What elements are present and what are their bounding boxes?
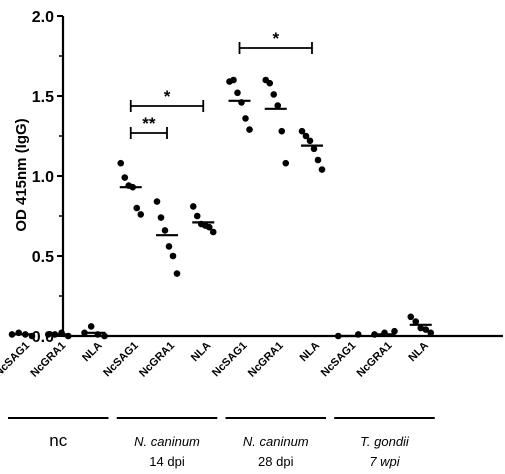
data-point [121, 174, 129, 181]
data-point [137, 211, 145, 218]
group-label: N. caninum [243, 434, 309, 449]
data-point [157, 214, 165, 221]
data-point [189, 203, 197, 210]
data-point [209, 228, 217, 236]
data-point [391, 327, 398, 335]
data-point [417, 324, 425, 332]
data-point [153, 198, 161, 205]
data-point [407, 313, 415, 321]
group-label: T. gondii [360, 434, 410, 449]
data-point [422, 326, 430, 333]
category-label: NcGRA1 [355, 340, 395, 380]
data-point [161, 227, 169, 234]
data-point [165, 243, 173, 250]
group-sublabel: 28 dpi [258, 454, 294, 469]
category-label: NcSAG1 [0, 340, 32, 380]
data-point [234, 89, 241, 97]
y-tick-label: 1.0 [32, 169, 54, 186]
group-sublabel: 7 wpi [369, 454, 400, 469]
data-point [173, 270, 181, 277]
y-tick-label: 2.0 [32, 9, 54, 26]
data-point [306, 137, 314, 145]
data-point [314, 156, 322, 164]
significance-bracket [129, 100, 205, 112]
significance-bracket [129, 127, 168, 139]
category-label: NLA [80, 340, 105, 365]
category-label: NLA [189, 340, 214, 365]
group-sublabel: 14 dpi [149, 454, 185, 469]
category-label: NcGRA1 [246, 340, 286, 380]
group-label: N. caninum [134, 434, 200, 449]
data-point [246, 126, 253, 133]
data-point [117, 159, 125, 167]
mean-lines [11, 99, 432, 338]
data-point [298, 127, 306, 135]
data-point [412, 318, 420, 325]
data-point [205, 223, 213, 231]
y-ticks: 0.0 0.5 1.0 1.5 2.0 [32, 9, 63, 346]
data-point [133, 204, 141, 212]
data-point [270, 91, 278, 98]
data-point [427, 329, 435, 337]
data-point [318, 166, 326, 173]
data-point [87, 323, 95, 330]
data-point [242, 115, 249, 122]
y-tick-label: 1.5 [32, 89, 54, 106]
category-label: NLA [406, 340, 431, 365]
data-points [8, 76, 435, 340]
data-point [302, 132, 310, 140]
data-point [282, 159, 290, 167]
data-point [193, 212, 201, 220]
significance-label: * [164, 87, 171, 106]
category-label: NcSAG1 [210, 340, 250, 380]
data-point [310, 145, 318, 153]
data-point [101, 332, 108, 340]
data-point [274, 102, 282, 109]
y-tick-label: 0.0 [32, 329, 54, 346]
category-label: NcGRA1 [137, 340, 177, 380]
significance-label: * [272, 29, 279, 48]
data-point [266, 79, 274, 87]
category-label: NcSAG1 [319, 340, 359, 380]
category-label: NLA [298, 340, 323, 365]
axes [61, 16, 503, 338]
significance-bracket [238, 42, 313, 54]
significance-brackets: **** [129, 29, 313, 139]
significance-label: ** [142, 114, 156, 133]
data-point [169, 252, 177, 260]
group-label: nc [49, 431, 67, 450]
y-tick-label: 0.5 [32, 249, 54, 266]
group-labels: nc N. caninum 14 dpi N. caninum 28 dpi T. gon… [8, 417, 435, 469]
category-label: NcSAG1 [101, 340, 141, 380]
data-point [278, 127, 286, 135]
data-point [230, 76, 237, 84]
y-axis-label: OD 415nm (IgG) [13, 118, 30, 231]
